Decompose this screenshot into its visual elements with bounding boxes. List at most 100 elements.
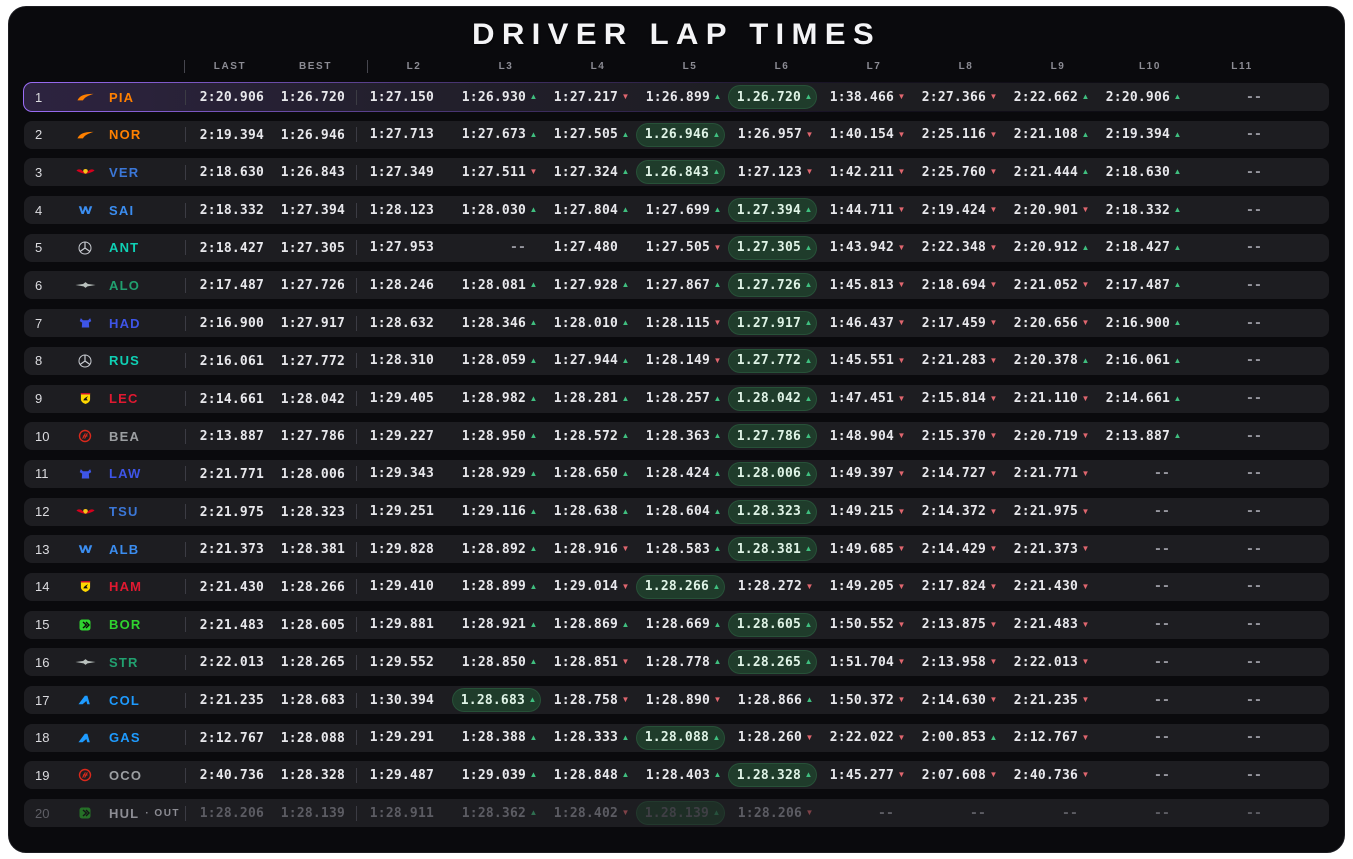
best-lap-cell: 1:28.323 — [280, 504, 345, 520]
last-lap-cell: 1:28.206 — [199, 806, 264, 822]
table-row[interactable]: 10 BEA 2:13.887 1:27.786 1:29.227 1:28.950 ▲ 1:… — [23, 421, 1330, 451]
faster-arrow-icon: ▲ — [804, 280, 813, 290]
personal-best-pill: 1.28.683 ▲ — [451, 688, 541, 712]
slower-arrow-icon: ▼ — [897, 167, 906, 177]
slower-arrow-icon: ▼ — [897, 770, 906, 780]
table-row[interactable]: 17 COL 2:21.235 1:28.683 1:30.394 1.28.683 ▲ 1:… — [23, 685, 1330, 715]
slower-arrow-icon: ▼ — [989, 619, 998, 629]
row-divider — [185, 654, 186, 670]
personal-best-pill: 1.28.323 ▲ — [727, 499, 817, 524]
faster-arrow-icon: ▲ — [713, 468, 722, 478]
table-row[interactable]: 20 HUL · OUT 1:28.206 1:28.139 1:28.911 1:28.3… — [23, 798, 1330, 828]
column-header-l10: L10 — [1138, 60, 1162, 72]
lap-cell: 2:18.332 ▲ — [1093, 203, 1185, 218]
column-header-l4: L4 — [590, 60, 606, 72]
lap-cell: -- — [1153, 692, 1170, 708]
table-row[interactable]: 4 SAI 2:18.332 1:27.394 1:28.123 1:28.030 ▲ 1:2… — [23, 195, 1330, 225]
table-row[interactable]: 2 NOR 2:19.394 1:26.946 1:27.713 1:27.673 ▲ 1:2… — [23, 120, 1330, 150]
lap-cell: -- — [1245, 164, 1262, 180]
row-divider — [185, 391, 186, 406]
table-row[interactable]: 13 ALB 2:21.373 1:28.381 1:29.828 1:28.892 ▲ 1:… — [23, 534, 1330, 564]
table-row[interactable]: 7 HAD 2:16.900 1:27.917 1:28.632 1:28.346 ▲ 1:2… — [23, 308, 1330, 338]
lap-cell: 1:28.911 — [369, 805, 434, 821]
faster-arrow-icon: ▲ — [621, 468, 630, 478]
faster-arrow-icon: ▲ — [713, 393, 722, 403]
lap-cell: 1:49.215 ▼ — [817, 504, 909, 519]
lap-cell: 1:28.929 ▲ — [449, 466, 541, 481]
slower-arrow-icon: ▼ — [897, 619, 906, 629]
row-divider — [185, 164, 186, 180]
table-row[interactable]: 1 PIA 2:20.906 1:26.720 1:27.150 1:26.930 ▲ 1:2… — [23, 82, 1330, 112]
table-row[interactable]: 3 VER 2:18.630 1:26.843 1:27.349 1:27.511 ▼ 1:2… — [23, 157, 1330, 187]
column-header-last: LAST — [213, 60, 247, 72]
lap-cell: 2:19.424 ▼ — [909, 203, 1001, 218]
table-row[interactable]: 19 OCO 2:40.736 1:28.328 1:29.487 1:29.039 ▲ 1:… — [23, 760, 1330, 790]
table-row[interactable]: 9 LEC 2:14.661 1:28.042 1:29.405 1:28.982 ▲ 1:2… — [23, 384, 1330, 414]
lap-cell: 1:29.039 ▲ — [449, 768, 541, 783]
table-row[interactable]: 6 ALO 2:17.487 1:27.726 1:28.246 1:28.081 ▲ 1:2… — [23, 270, 1330, 300]
faster-arrow-icon: ▲ — [529, 808, 538, 818]
slower-arrow-icon: ▼ — [897, 318, 906, 328]
lap-cell: -- — [1245, 541, 1262, 557]
lap-cell: -- — [1245, 428, 1262, 444]
lap-cell: 1:27.217 ▼ — [541, 90, 633, 105]
table-row[interactable]: 12 TSU 2:21.975 1:28.323 1:29.251 1:29.116 ▲ 1:… — [23, 497, 1330, 527]
faster-arrow-icon: ▲ — [529, 280, 538, 290]
faster-arrow-icon: ▲ — [1173, 393, 1182, 403]
slower-arrow-icon: ▼ — [989, 431, 998, 441]
driver-code: LAW — [109, 466, 142, 482]
slower-arrow-icon: ▼ — [621, 808, 630, 818]
table-row[interactable]: 15 BOR 2:21.483 1:28.605 1:29.881 1:28.921 ▲ 1:… — [23, 610, 1330, 640]
table-row[interactable]: 11 LAW 2:21.771 1:28.006 1:29.343 1:28.929 ▲ 1:… — [23, 459, 1330, 489]
lap-cell: 1:28.950 ▲ — [449, 429, 541, 444]
position-label: 16 — [35, 654, 50, 670]
personal-best-pill: 1.28.006 ▲ — [727, 461, 817, 486]
position-label: 3 — [35, 164, 43, 180]
aston-martin-logo-icon — [61, 657, 109, 667]
lap-cell: 2:21.373 ▼ — [1001, 542, 1093, 557]
position-label: 7 — [35, 315, 43, 331]
slower-arrow-icon: ▼ — [621, 544, 630, 554]
faster-arrow-icon: ▲ — [529, 393, 538, 403]
slower-arrow-icon: ▼ — [805, 167, 814, 177]
lap-cell: 2:14.372 ▼ — [909, 504, 1001, 519]
last-lap-cell: 2:21.373 — [199, 542, 264, 558]
best-lap-cell: 1:27.786 — [280, 429, 345, 445]
lap-cell: 1:27.673 ▲ — [449, 127, 541, 142]
lap-cell: 1.28.042 ▲ — [725, 386, 817, 411]
lap-cell: 1:27.804 ▲ — [541, 203, 633, 218]
lap-cell: 1:28.921 ▲ — [449, 617, 541, 632]
position-label: 6 — [35, 277, 43, 293]
lap-cell: 2:18.694 ▼ — [909, 278, 1001, 293]
lap-cell: 2:13.887 ▲ — [1093, 429, 1185, 444]
last-lap-cell: 2:16.061 — [199, 353, 264, 369]
lap-cell: 1.28.265 ▲ — [725, 650, 817, 675]
table-row[interactable]: 14 HAM 2:21.430 1:28.266 1:29.410 1:28.899 ▲ 1:… — [23, 572, 1330, 602]
lap-cell: 1:28.632 — [369, 315, 434, 331]
table-row[interactable]: 5 ANT 2:18.427 1:27.305 1:27.953 -- 1:27.480 1:… — [23, 233, 1330, 263]
lap-cell: 2:16.061 ▲ — [1093, 353, 1185, 368]
best-lap-cell: 1:27.772 — [280, 353, 345, 369]
table-row[interactable]: 16 STR 2:22.013 1:28.265 1:29.552 1:28.850 ▲ 1:… — [23, 647, 1330, 677]
table-row[interactable]: 8 RUS 2:16.061 1:27.772 1:28.310 1:28.059 ▲ 1:2… — [23, 346, 1330, 376]
faster-arrow-icon: ▲ — [713, 431, 722, 441]
lap-cell: 1:28.363 ▲ — [633, 429, 725, 444]
lap-cell: 1:28.778 ▲ — [633, 655, 725, 670]
slower-arrow-icon: ▼ — [897, 393, 906, 403]
lap-cell: 2:22.348 ▼ — [909, 240, 1001, 255]
faster-arrow-icon: ▲ — [529, 544, 538, 554]
driver-code: ALO — [109, 277, 141, 293]
driver-code: PIA — [109, 89, 135, 105]
redbull-logo-icon — [61, 166, 109, 178]
slower-arrow-icon: ▼ — [1081, 581, 1090, 591]
personal-best-pill: 1.26.843 ▲ — [635, 160, 725, 185]
faster-arrow-icon: ▲ — [804, 770, 813, 780]
lap-cell: 1:27.480 — [553, 240, 618, 256]
slower-arrow-icon: ▼ — [713, 242, 722, 252]
driver-code: NOR — [109, 127, 142, 143]
last-lap-cell: 2:14.661 — [199, 391, 264, 407]
table-row[interactable]: 18 GAS 2:12.767 1:28.088 1:29.291 1:28.388 ▲ 1:… — [23, 723, 1330, 753]
lap-cell: 1:28.758 ▼ — [541, 693, 633, 708]
row-divider — [356, 89, 357, 105]
slower-arrow-icon: ▼ — [713, 318, 722, 328]
